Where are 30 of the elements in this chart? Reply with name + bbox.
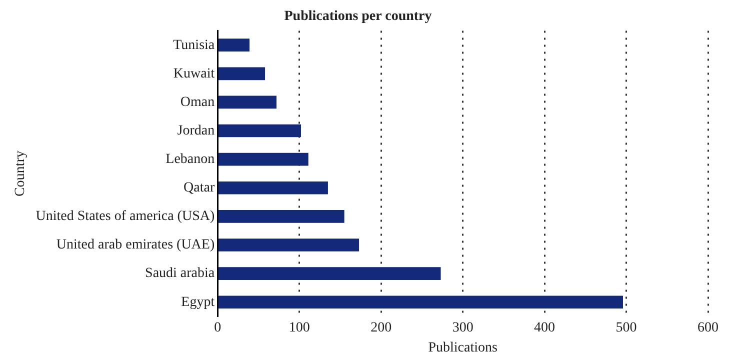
y-tick-label: Kuwait (173, 66, 215, 82)
bar (218, 67, 266, 80)
y-tick-label: United States of america (USA) (36, 209, 215, 224)
y-tick-label: Saudi arabia (145, 266, 216, 282)
bar (218, 267, 441, 280)
chart-title: Publications per country (284, 9, 432, 24)
bar (218, 210, 344, 223)
y-tick-label: United arab emirates (UAE) (56, 238, 215, 253)
bar (218, 124, 301, 138)
x-tick-label: 200 (370, 320, 392, 336)
bar (218, 296, 624, 309)
bar (218, 152, 308, 166)
y-tick-label: Egypt (181, 294, 215, 310)
x-tick-label: 300 (452, 320, 474, 336)
bar (218, 181, 328, 194)
x-tick-label: 600 (698, 320, 718, 336)
x-tick-label: 500 (616, 320, 637, 336)
bar (218, 38, 250, 52)
x-tick-label: 400 (534, 320, 556, 336)
y-tick-label: Oman (180, 94, 215, 110)
y-axis-title: Country (13, 150, 28, 197)
bar (218, 96, 276, 109)
y-tick-label: Lebanon (166, 152, 215, 167)
bar (218, 238, 360, 252)
x-axis-title: Publications (428, 340, 498, 356)
x-tick-label: 100 (288, 320, 310, 336)
x-tick-label: 0 (214, 320, 222, 336)
y-tick-label: Tunisia (173, 38, 216, 53)
y-tick-label: Jordan (177, 123, 215, 138)
y-tick-label: Qatar (184, 180, 215, 196)
